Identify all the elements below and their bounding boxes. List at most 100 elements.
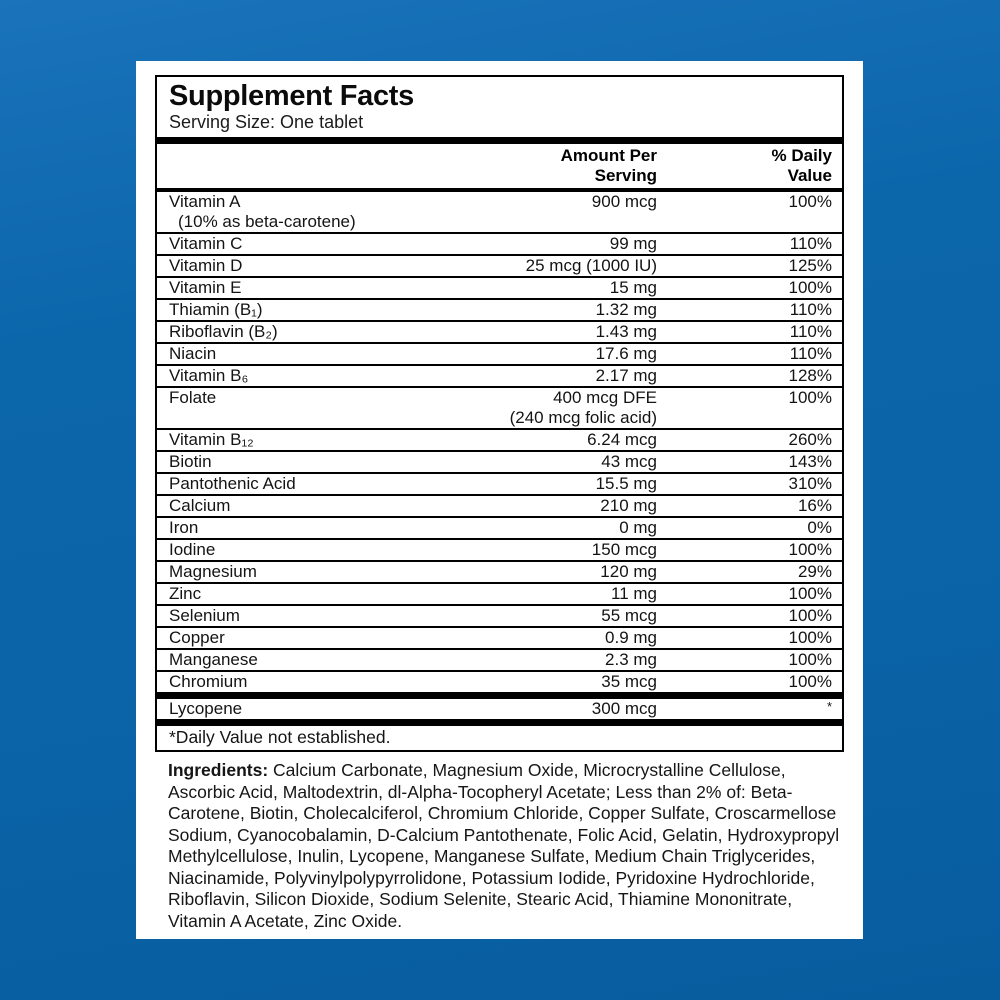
nutrient-name: Magnesium <box>169 562 257 581</box>
nutrient-amount: 55 mcg <box>601 606 657 625</box>
divider-bar-thick <box>157 719 842 726</box>
nutrient-daily-value: 100% <box>788 672 832 691</box>
nutrient-name: Zinc <box>169 584 202 603</box>
asterisk-mark: * <box>826 699 832 714</box>
nutrient-amount: 6.24 mcg <box>587 430 657 449</box>
nutrient-daily-value: 100% <box>788 388 832 407</box>
nutrient-name: Iron <box>169 518 199 537</box>
nutrient-name-note: (10% as beta-carotene) <box>178 212 356 231</box>
header-nutrient-spacer <box>169 146 377 186</box>
serving-size-text: Serving Size: One tablet <box>169 112 364 132</box>
nutrient-name: Niacin <box>169 344 217 363</box>
nutrient-name: Vitamin A <box>169 192 241 211</box>
title-block: Supplement Facts Serving Size: One table… <box>157 77 842 137</box>
nutrient-amount: 17.6 mg <box>595 344 657 363</box>
nutrient-daily-value: 260% <box>788 430 832 449</box>
table-row: Chromium 35 mcg 100% <box>157 670 842 692</box>
table-row: Folate 400 mcg DFE (240 mcg folic acid) … <box>157 386 842 428</box>
nutrient-daily-value: * <box>657 699 832 719</box>
nutrient-name: Manganese <box>169 650 258 669</box>
nutrient-daily-value: 110% <box>789 344 832 363</box>
ingredients-label: Ingredients: <box>168 760 269 780</box>
nutrient-daily-value: 100% <box>788 650 832 669</box>
table-row: Niacin 17.6 mg 110% <box>157 342 842 364</box>
nutrient-amount: 35 mcg <box>601 672 657 691</box>
nutrient-daily-value: 110% <box>789 234 832 253</box>
nutrient-name: Selenium <box>169 606 240 625</box>
table-row: Zinc 11 mg 100% <box>157 582 842 604</box>
page-title: Supplement Facts <box>169 80 414 112</box>
nutrient-daily-value: 110% <box>789 322 832 341</box>
table-row: Vitamin B₆ 2.17 mg 128% <box>157 364 842 386</box>
nutrient-daily-value: 100% <box>788 192 832 211</box>
nutrient-amount: 15 mg <box>609 278 657 297</box>
nutrient-amount: 0.9 mg <box>605 628 657 647</box>
divider-bar-thick <box>157 692 842 699</box>
table-row: Riboflavin (B₂) 1.43 mg 110% <box>157 320 842 342</box>
table-row: Selenium 55 mcg 100% <box>157 604 842 626</box>
nutrient-name: Folate <box>169 388 217 407</box>
nutrient-name: Copper <box>169 628 225 647</box>
nutrient-amount: 210 mg <box>600 496 657 515</box>
table-row: Thiamin (B₁) 1.32 mg 110% <box>157 298 842 320</box>
nutrient-amount: 1.32 mg <box>595 300 657 319</box>
nutrient-daily-value: 310% <box>788 474 832 493</box>
nutrient-amount: 43 mcg <box>601 452 657 471</box>
nutrient-name: Vitamin E <box>169 278 242 297</box>
nutrient-amount: 120 mg <box>600 562 657 581</box>
nutrient-daily-value: 16% <box>797 496 832 515</box>
nutrient-name: Riboflavin (B₂) <box>169 322 278 341</box>
nutrient-name: Lycopene <box>169 699 243 718</box>
table-row: Copper 0.9 mg 100% <box>157 626 842 648</box>
nutrient-amount: 99 mg <box>609 234 657 253</box>
table-row: Iodine 150 mcg 100% <box>157 538 842 560</box>
divider-bar-medium <box>157 188 842 192</box>
nutrient-amount: 300 mcg <box>591 699 657 718</box>
nutrient-daily-value: 100% <box>788 628 832 647</box>
nutrient-name: Pantothenic Acid <box>169 474 296 493</box>
table-row: Vitamin A (10% as beta-carotene) 900 mcg… <box>157 192 842 232</box>
nutrient-amount: 1.43 mg <box>595 322 657 341</box>
nutrient-amount: 2.3 mg <box>605 650 657 669</box>
nutrient-name: Calcium <box>169 496 231 515</box>
nutrient-amount: 25 mcg (1000 IU) <box>525 256 657 275</box>
daily-value-footnote: *Daily Value not established. <box>169 727 391 747</box>
nutrient-amount: 400 mcg DFE <box>553 388 657 407</box>
nutrient-amount: 150 mcg <box>591 540 657 559</box>
nutrient-daily-value: 0% <box>807 518 832 537</box>
nutrient-amount: 0 mg <box>619 518 657 537</box>
nutrient-daily-value: 128% <box>788 366 832 385</box>
table-row: Calcium 210 mg 16% <box>157 494 842 516</box>
table-row-lycopene: Lycopene 300 mcg * <box>157 699 842 719</box>
nutrient-name: Iodine <box>169 540 216 559</box>
supplement-label-panel: Supplement Facts Serving Size: One table… <box>136 61 863 939</box>
table-row: Pantothenic Acid 15.5 mg 310% <box>157 472 842 494</box>
nutrient-name: Chromium <box>169 672 248 691</box>
nutrient-name: Thiamin (B₁) <box>169 300 263 319</box>
nutrient-daily-value: 100% <box>788 606 832 625</box>
table-row: Vitamin E 15 mg 100% <box>157 276 842 298</box>
nutrient-amount: 2.17 mg <box>595 366 657 385</box>
nutrient-daily-value: 125% <box>788 256 832 275</box>
table-row: Magnesium 120 mg 29% <box>157 560 842 582</box>
header-percent-daily-value: % Daily Value <box>771 146 832 185</box>
nutrient-daily-value: 100% <box>788 584 832 603</box>
nutrient-daily-value: 100% <box>788 540 832 559</box>
nutrient-name: Biotin <box>169 452 212 471</box>
table-row: Iron 0 mg 0% <box>157 516 842 538</box>
table-header-row: Amount Per Serving % Daily Value <box>157 144 842 188</box>
ingredients-paragraph: Ingredients: Calcium Carbonate, Magnesiu… <box>168 760 852 932</box>
nutrient-daily-value: 29% <box>797 562 832 581</box>
table-row: Vitamin B₁₂ 6.24 mcg 260% <box>157 428 842 450</box>
nutrient-daily-value: 143% <box>788 452 832 471</box>
nutrient-amount: 15.5 mg <box>595 474 657 493</box>
nutrient-name: Vitamin B₆ <box>169 366 249 385</box>
supplement-facts-box: Supplement Facts Serving Size: One table… <box>155 75 844 752</box>
divider-bar-thick <box>157 137 842 144</box>
nutrient-name: Vitamin D <box>169 256 243 275</box>
nutrient-amount: 11 mg <box>611 584 657 603</box>
nutrient-name: Vitamin C <box>169 234 243 253</box>
table-row: Vitamin D 25 mcg (1000 IU) 125% <box>157 254 842 276</box>
table-row: Manganese 2.3 mg 100% <box>157 648 842 670</box>
